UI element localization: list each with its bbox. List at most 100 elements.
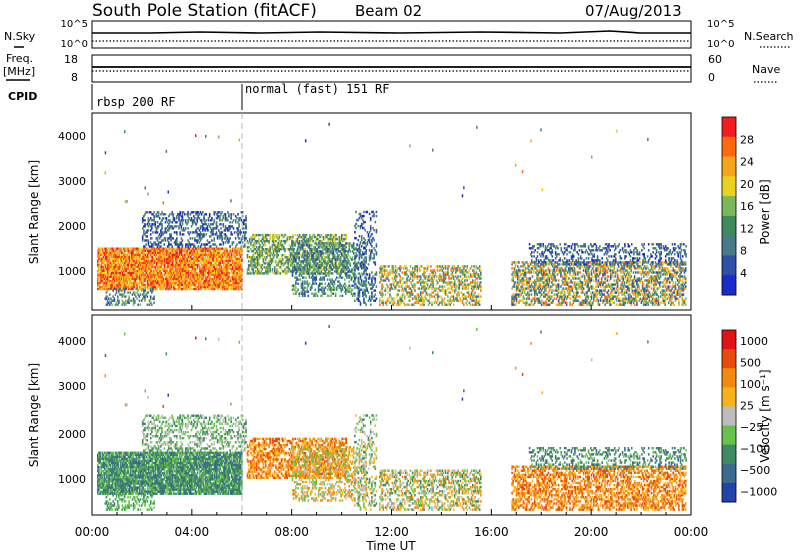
scatter-cell	[303, 235, 306, 239]
scatter-cell	[349, 242, 352, 245]
scatter-cell	[364, 261, 366, 264]
scatter-cell	[161, 247, 164, 250]
scatter-cell	[119, 257, 122, 260]
scatter-cell	[207, 281, 209, 285]
scatter-cell	[224, 225, 227, 228]
scatter-cell	[168, 253, 171, 256]
scatter-cell	[152, 287, 154, 290]
scatter-cell	[221, 273, 224, 277]
scatter-cell	[202, 283, 205, 287]
scatter-cell	[226, 277, 228, 281]
scatter-cell	[369, 303, 372, 306]
scatter-cell	[355, 226, 357, 230]
scatter-cell	[347, 276, 349, 279]
scatter-cell	[126, 249, 129, 252]
scatter-cell	[115, 269, 117, 273]
scatter-cell	[371, 279, 373, 282]
scatter-cell	[149, 269, 151, 273]
scatter-cell	[249, 264, 251, 267]
scatter-cell	[210, 235, 212, 238]
scatter-cell	[308, 276, 311, 279]
scatter-cell	[165, 247, 167, 250]
scatter-cell	[143, 249, 146, 252]
scatter-cell	[373, 283, 375, 286]
scatter-cell	[373, 229, 375, 232]
scatter-cell	[227, 259, 230, 262]
scatter-cell	[196, 211, 198, 214]
scatter-cell	[204, 223, 206, 226]
scatter-cell	[358, 258, 361, 261]
scatter-cell	[97, 273, 99, 277]
scatter-cell	[132, 247, 134, 250]
scatter-cell	[364, 280, 366, 283]
scatter-cell	[111, 269, 114, 273]
scatter-cell	[229, 245, 231, 248]
scatter-cell	[387, 275, 389, 278]
scatter-cell	[327, 239, 329, 243]
scatter-cell	[340, 284, 342, 287]
scatter-cell	[307, 268, 310, 271]
scatter-cell	[360, 254, 363, 257]
scatter-cell	[303, 256, 305, 259]
scatter-cell	[176, 215, 178, 218]
scatter-cell	[323, 244, 325, 247]
scatter-cell	[219, 273, 222, 277]
scatter-cell	[179, 285, 182, 289]
scatter-cell	[342, 239, 344, 243]
scatter-cell	[134, 253, 136, 256]
scatter-cell	[154, 243, 156, 246]
scatter-cell	[140, 263, 142, 267]
scatter-cell	[141, 249, 143, 252]
scatter-cell	[159, 267, 161, 271]
scatter-cell	[333, 246, 336, 249]
scatter-cell	[335, 241, 337, 245]
scatter-cell	[171, 273, 174, 277]
scatter-cell	[110, 249, 113, 252]
scatter-cell	[199, 279, 201, 283]
scatter-cell	[217, 279, 219, 283]
scatter-cell	[146, 263, 149, 267]
scatter-cell	[205, 247, 208, 250]
scatter-cell	[345, 262, 347, 265]
scatter-cell	[232, 279, 234, 283]
scatter-cell	[123, 303, 126, 306]
scatter-cell	[387, 277, 389, 280]
scatter-cell	[317, 288, 320, 291]
scatter-cell	[331, 237, 334, 241]
scatter-cell	[157, 271, 159, 275]
scatter-cell	[205, 227, 207, 230]
scatter-cell	[165, 277, 167, 281]
scatter-cell	[234, 287, 236, 291]
scatter-cell	[238, 231, 240, 234]
scatter-cell	[224, 229, 227, 232]
scatter-cell	[194, 239, 196, 242]
scatter-cell	[166, 267, 168, 271]
scatter-cell	[345, 242, 347, 245]
scatter-cell	[103, 261, 106, 264]
scatter-cell	[228, 275, 231, 279]
scatter-cell	[250, 260, 252, 263]
scatter-cell	[329, 252, 332, 255]
scatter-cell	[166, 273, 168, 277]
scatter-cell	[225, 249, 227, 252]
scatter-cell	[278, 244, 281, 247]
scatter-cell	[229, 251, 232, 254]
scatter-cell	[105, 297, 108, 300]
scatter-cell	[219, 277, 222, 281]
scatter-cell	[262, 254, 265, 257]
scatter-cell	[156, 253, 158, 256]
scatter-cell	[191, 277, 193, 281]
scatter-cell	[304, 258, 306, 261]
scatter-cell	[211, 285, 214, 289]
scatter-cell	[238, 275, 241, 279]
scatter-cell	[101, 261, 104, 264]
scatter-cell	[239, 277, 242, 281]
scatter-cell	[322, 237, 325, 241]
scatter-cell	[226, 249, 228, 252]
scatter-cell	[269, 250, 271, 253]
scatter-cell	[381, 275, 383, 278]
scatter-cell	[271, 235, 274, 239]
scatter-cell	[349, 264, 352, 267]
scatter-cell	[171, 253, 174, 256]
scatter-cell	[194, 275, 197, 279]
